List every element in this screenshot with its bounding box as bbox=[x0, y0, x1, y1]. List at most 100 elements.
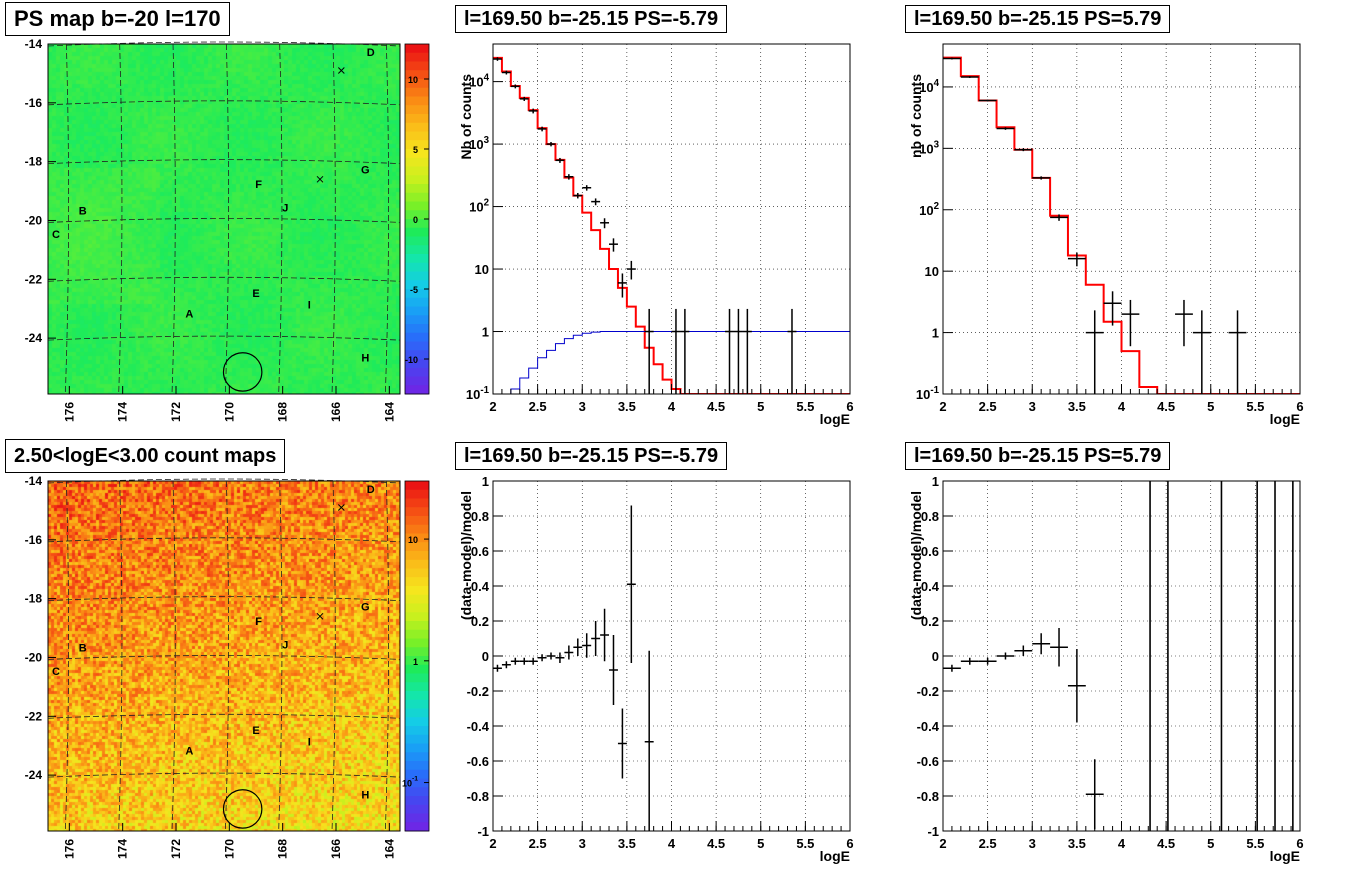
x-axis-label: logE bbox=[820, 411, 850, 427]
data-point bbox=[996, 652, 1015, 660]
x-tick-label: 4 bbox=[1118, 836, 1126, 851]
palette-cell bbox=[405, 621, 429, 631]
data-point bbox=[537, 654, 547, 662]
data-point bbox=[617, 273, 627, 298]
selected-region-circle bbox=[222, 789, 263, 829]
palette-cell bbox=[405, 664, 429, 674]
x-tick-label: 5 bbox=[1207, 399, 1214, 414]
palette-tick-label: 10-1 bbox=[402, 776, 418, 789]
data-point bbox=[600, 218, 610, 229]
palette-cell bbox=[405, 568, 429, 578]
palette-tick-label: 10 bbox=[408, 75, 418, 85]
x-tick-label: 3 bbox=[1029, 836, 1036, 851]
x-tick-label: 5.5 bbox=[1246, 399, 1264, 414]
y-tick-label: 102 bbox=[469, 198, 489, 215]
y-tick-label: 10 bbox=[925, 264, 939, 279]
y-tick-label: 1 bbox=[482, 325, 489, 340]
plot-content bbox=[943, 56, 1300, 394]
background-histogram bbox=[493, 331, 850, 394]
source-label: F bbox=[255, 616, 262, 628]
map-grid-meridian bbox=[64, 43, 70, 395]
source-label: B bbox=[79, 206, 87, 218]
palette-cell bbox=[405, 280, 429, 290]
residual-title-positive: l=169.50 b=-25.15 PS=5.79 bbox=[905, 442, 1171, 470]
y-tick-label: 103 bbox=[469, 135, 489, 152]
source-label: C bbox=[52, 666, 60, 678]
map-x-tick-label: 170 bbox=[222, 402, 236, 422]
y-tick-label: -0.4 bbox=[917, 719, 940, 734]
palette-cell bbox=[405, 324, 429, 334]
palette-cell bbox=[405, 140, 429, 150]
y-tick-label: 0 bbox=[932, 649, 939, 664]
source-label: A bbox=[185, 746, 193, 758]
data-point bbox=[519, 657, 529, 665]
palette-cell bbox=[405, 761, 429, 771]
map-grid-meridian bbox=[278, 480, 283, 832]
data-point bbox=[600, 608, 610, 662]
x-tick-label: 3.5 bbox=[1068, 399, 1086, 414]
map-grid-parallel bbox=[47, 713, 401, 719]
palette-cell bbox=[405, 236, 429, 246]
data-point bbox=[609, 238, 618, 252]
data-point bbox=[519, 96, 529, 101]
y-axis-label: Nb of counts bbox=[458, 74, 474, 160]
data-point bbox=[644, 650, 654, 831]
data-point bbox=[555, 652, 565, 663]
palette-cell bbox=[405, 315, 429, 325]
palette-cell bbox=[405, 227, 429, 237]
map-image bbox=[48, 481, 400, 831]
y-tick-label: 0.4 bbox=[921, 579, 940, 594]
map-grid-meridian bbox=[64, 480, 70, 832]
y-tick-label: -1 bbox=[477, 824, 489, 839]
x-axis-label: logE bbox=[820, 848, 850, 864]
palette-cell bbox=[405, 647, 429, 657]
source-label: G bbox=[361, 164, 370, 176]
data-point bbox=[537, 126, 547, 132]
palette-cell bbox=[405, 61, 429, 71]
map-y-tick-label: -20 bbox=[25, 650, 43, 664]
y-tick-label: 0.6 bbox=[921, 544, 939, 559]
y-tick-label: 103 bbox=[919, 139, 939, 156]
source-label: E bbox=[252, 725, 259, 737]
data-point bbox=[510, 657, 520, 665]
palette-cell bbox=[405, 489, 429, 499]
y-tick-label: 1 bbox=[932, 474, 939, 489]
palette-cell bbox=[405, 184, 429, 194]
palette-tick-label: 10 bbox=[408, 535, 418, 545]
y-tick-label: 102 bbox=[919, 201, 939, 218]
count-map-plot: 176 174 172 170 168 166 164 -14 -16 -18 -20 -22 -24 D… bbox=[25, 474, 430, 859]
y-tick-label: 104 bbox=[469, 73, 489, 90]
data-point bbox=[501, 70, 511, 75]
palette-cell bbox=[405, 699, 429, 709]
data-point bbox=[528, 108, 538, 114]
data-point bbox=[609, 635, 618, 705]
y-tick-label: 0 bbox=[482, 649, 489, 664]
palette-cell bbox=[405, 245, 429, 255]
palette-cell bbox=[405, 516, 429, 526]
data-point bbox=[573, 638, 583, 656]
x-tick-label: 5.5 bbox=[796, 399, 814, 414]
map-grid-parallel bbox=[47, 41, 401, 47]
y-tick-label: 1 bbox=[932, 326, 939, 341]
spectrum-chart-negative: 2 2.5 3 3.5 4 4.5 5 5.5 6 10-1 1 10 102 103 104 logE Nb … bbox=[458, 43, 854, 427]
x-tick-label: 4.5 bbox=[707, 836, 725, 851]
x-tick-label: 3.5 bbox=[618, 399, 636, 414]
palette-cell bbox=[405, 612, 429, 622]
source-label: C bbox=[52, 229, 60, 241]
map-y-tick-label: -22 bbox=[25, 272, 43, 286]
palette-cell bbox=[405, 114, 429, 124]
palette-cell bbox=[405, 586, 429, 596]
palette-tick-label: -5 bbox=[410, 285, 418, 295]
palette-cell bbox=[405, 551, 429, 561]
x-tick-label: 2.5 bbox=[529, 836, 547, 851]
map-x-tick-label: 168 bbox=[276, 839, 290, 859]
palette-cell bbox=[405, 629, 429, 639]
data-point bbox=[960, 76, 979, 78]
palette-cell bbox=[405, 79, 429, 89]
spectrum-panel-negative: l=169.50 b=-25.15 PS=-5.79 2 2.5 3 3.5 4 4.5 5… bbox=[455, 0, 875, 435]
y-tick-label: 10 bbox=[475, 262, 489, 277]
data-point bbox=[680, 308, 690, 394]
source-label: H bbox=[361, 790, 369, 802]
spectrum-title-negative: l=169.50 b=-25.15 PS=-5.79 bbox=[455, 5, 728, 33]
data-point bbox=[626, 260, 636, 280]
